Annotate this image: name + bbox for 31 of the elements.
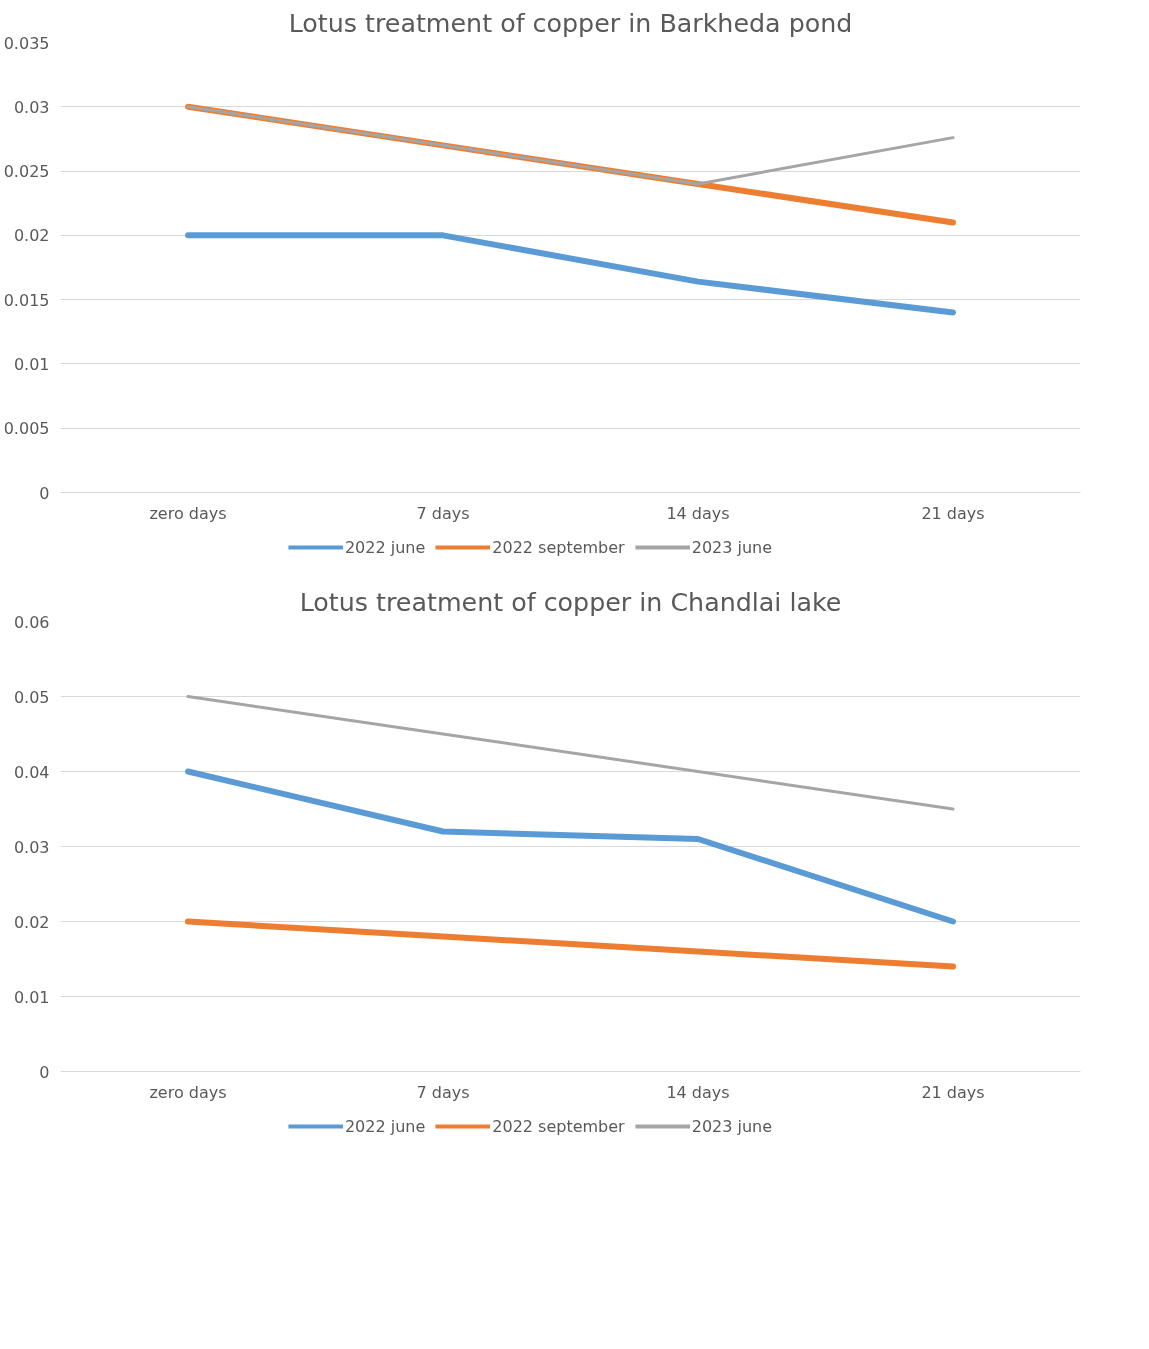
x-tick-label: 21 days (921, 503, 985, 523)
chart-title: Lotus treatment of copper in Chandlai lake (299, 586, 842, 617)
x-tick-label: 14 days (666, 503, 730, 523)
y-tick-label: 0.04 (13, 762, 50, 782)
chart-title: Lotus treatment of copper in Barkheda pond (288, 7, 853, 38)
legend-label: 2022 june (344, 537, 426, 557)
y-tick-label: 0.02 (13, 912, 50, 932)
y-tick-label: 0 (39, 1062, 50, 1082)
x-tick-label: 7 days (416, 503, 470, 523)
y-tick-label: 0.06 (13, 612, 50, 632)
y-tick-label: 0.03 (13, 97, 50, 117)
y-tick-label: 0.01 (13, 354, 50, 374)
legend-label: 2023 june (691, 1116, 773, 1136)
x-tick-label: zero days (149, 1082, 227, 1102)
y-tick-label: 0 (39, 483, 50, 503)
x-tick-label: 21 days (921, 1082, 985, 1102)
y-tick-label: 0.005 (3, 419, 50, 439)
y-tick-label: 0.01 (13, 987, 50, 1007)
legend-label: 2023 june (691, 537, 773, 557)
y-tick-label: 0.03 (13, 837, 50, 857)
legend-label: 2022 september (492, 537, 625, 557)
y-tick-label: 0.05 (13, 687, 50, 707)
x-tick-label: zero days (149, 503, 227, 523)
x-tick-label: 14 days (666, 1082, 730, 1102)
y-tick-label: 0.035 (3, 33, 50, 53)
y-tick-label: 0.02 (13, 226, 50, 246)
y-tick-label: 0.015 (3, 290, 50, 310)
y-tick-label: 0.025 (3, 162, 50, 182)
x-tick-label: 7 days (416, 1082, 470, 1102)
legend-label: 2022 september (492, 1116, 625, 1136)
legend-label: 2022 june (344, 1116, 426, 1136)
